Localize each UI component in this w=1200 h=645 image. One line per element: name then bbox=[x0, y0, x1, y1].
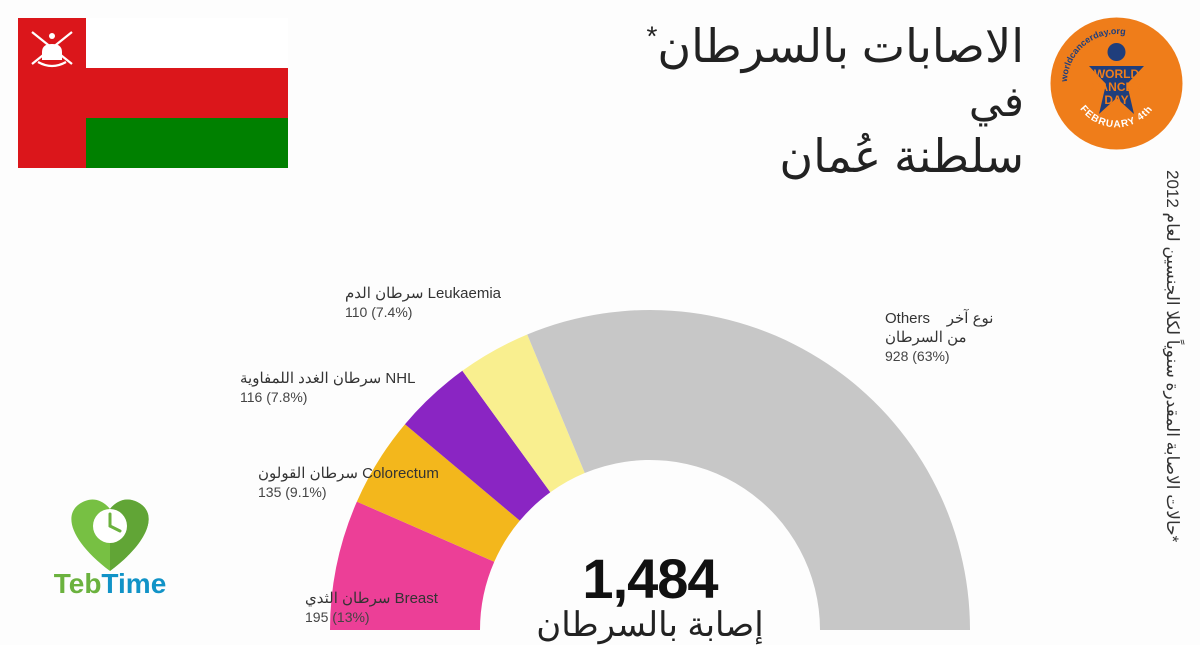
label-colorectum: سرطان القولون Colorectum135 (9.1%) bbox=[258, 465, 439, 503]
label-others: Others نوع آخر من السرطان928 (63%) bbox=[885, 310, 993, 366]
footnote-vertical: *حالات الاصابة المقدرة سنوياً لكلا الجنس… bbox=[1158, 170, 1182, 610]
oman-flag bbox=[18, 18, 288, 168]
title-line3: سلطنة عُمان bbox=[424, 128, 1024, 186]
logo-text-time: Time bbox=[101, 568, 166, 599]
world-cancer-day-badge: worldcancerday.org FEBRUARY 4th WORLD CA… bbox=[1049, 16, 1184, 151]
badge-main-text-line2: CANCER bbox=[1091, 80, 1143, 94]
label-nhl: سرطان الغدد اللمفاوية NHL116 (7.8%) bbox=[240, 370, 415, 408]
badge-main-text-line1: WORLD bbox=[1094, 67, 1140, 81]
badge-main-text-line3: DAY bbox=[1104, 93, 1128, 107]
tebtime-logo: TebTime bbox=[30, 481, 190, 606]
label-breast: سرطان الثدي Breast195 (13%) bbox=[305, 590, 438, 628]
cancer-donut-chart: 1,484 إصابة بالسرطان سرطان الثدي Breast1… bbox=[270, 230, 1030, 630]
flag-red-band bbox=[86, 68, 288, 118]
title-line1: الاصابات بالسرطان bbox=[657, 20, 1024, 72]
title-asterisk: * bbox=[646, 21, 657, 52]
flag-vertical-band bbox=[18, 18, 86, 168]
page-title: الاصابات بالسرطان* في سلطنة عُمان bbox=[424, 18, 1024, 186]
svg-text:TebTime: TebTime bbox=[54, 568, 167, 599]
logo-text-teb: Teb bbox=[54, 568, 102, 599]
title-line2: في bbox=[424, 76, 1024, 129]
flag-green-band bbox=[86, 118, 288, 168]
heart-clock-icon bbox=[71, 500, 148, 571]
label-leukaemia: سرطان الدم Leukaemia110 (7.4%) bbox=[345, 285, 501, 323]
